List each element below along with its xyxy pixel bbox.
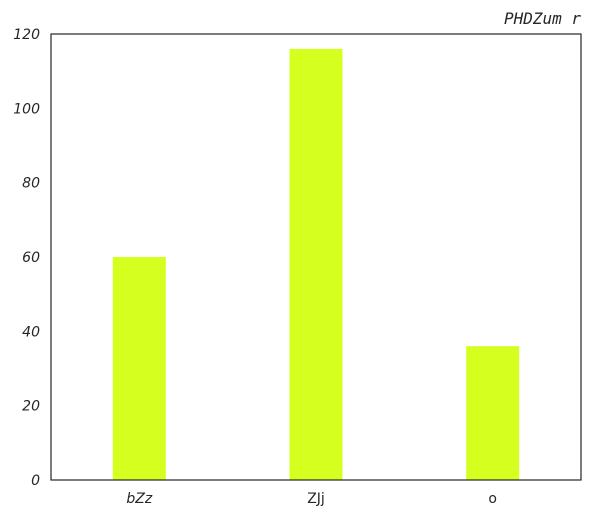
y-tick-label: 80 [22, 176, 40, 192]
x-tick-label: ZJj [307, 491, 325, 507]
y-tick-label: 40 [22, 324, 40, 340]
x-tick-label: o [488, 491, 497, 507]
y-tick-label: 100 [13, 101, 40, 117]
y-tick-label: 60 [22, 250, 40, 266]
x-axis-ticks: bZz ZJj o [126, 491, 497, 507]
bars-layer [112, 48, 520, 481]
bar-ZJj [289, 48, 343, 481]
plot-area-frame [50, 33, 582, 481]
bar-bZz [112, 257, 166, 480]
y-tick-label: 120 [13, 27, 40, 43]
x-tick-label: bZz [126, 491, 152, 507]
chart-title: PHDZum r [504, 9, 581, 28]
y-axis-ticks: 0 20 40 60 80 100 120 [13, 27, 40, 489]
y-tick-label: 0 [31, 473, 40, 489]
bar-o [466, 346, 520, 480]
y-tick-label: 20 [22, 399, 40, 415]
